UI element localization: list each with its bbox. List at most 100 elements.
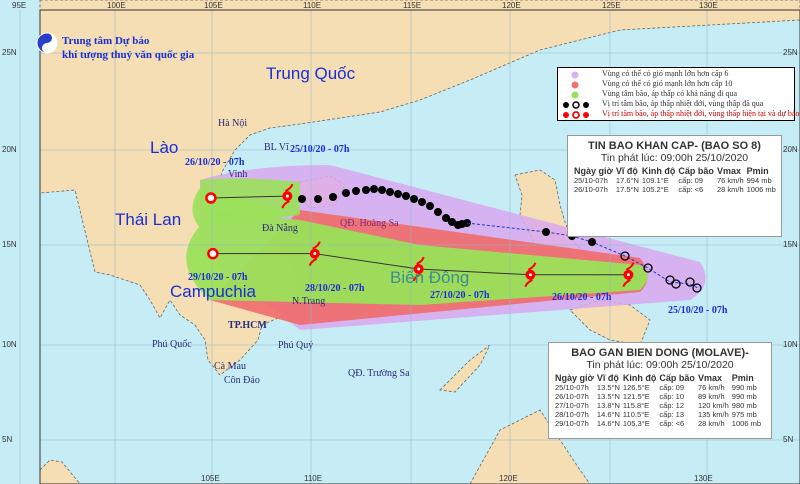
forecast-storm-icon <box>281 183 294 209</box>
axis-label-right: 5N <box>783 435 794 444</box>
col-header: Pmin <box>731 373 754 383</box>
past-position-dot <box>542 228 550 236</box>
bulletin-issued: Tin phát lúc: 09:00h 25/10/2020 <box>600 152 749 164</box>
past-position-dot <box>448 218 456 226</box>
place-phu-quy: Phú Quý <box>278 340 314 351</box>
date-saudel-now: 25/10/20 - 07h <box>290 144 350 155</box>
past-position-dot <box>418 198 426 206</box>
org-line1: Trung tâm Dự báo <box>62 35 150 47</box>
label-laos: Lào <box>150 138 179 157</box>
place-ca-mau: Cà Mau <box>214 361 246 372</box>
date-molave-f4: 29/10/20 - 07h <box>188 272 248 283</box>
land-malay <box>39 459 81 484</box>
legend-item-wind10: Vùng có thể có gió mạnh lớn hơn cấp 10 <box>602 79 733 88</box>
past-low-circle <box>620 251 630 261</box>
past-position-dot <box>588 238 596 246</box>
place-nha-trang: N.Trang <box>292 296 326 307</box>
table-row: 28/10-07h 14.6°N 110.5°E cấp: 13 135 km/h 975… <box>555 410 757 419</box>
forecast-low-icon <box>207 247 219 260</box>
table-row: 26/10-07h 13.5°N 121.5°E cấp: 10 89 km/h 990 … <box>555 392 757 401</box>
cone-center-path-molave <box>186 212 648 305</box>
place-hanoi: Hà Nội <box>218 118 248 129</box>
col-header: Cấp bão <box>659 373 695 383</box>
table-row: 26/10-07h 17.5°N 105.2°E cấp: <6 28 km/h 1006… <box>574 185 776 194</box>
axis-label-right: 20N <box>783 145 798 154</box>
axis-label-top: 110E <box>303 1 322 10</box>
bulletin-table: Ngày giờ Vĩ độ Kinh độ Cấp bão Vmax Pmin 25/1… <box>555 371 764 428</box>
past-position-dot <box>442 214 450 222</box>
axis-label-top: 100E <box>107 1 126 10</box>
axis-label-bottom: 110E <box>304 474 323 483</box>
molave-past-line <box>466 222 699 289</box>
axis-label-left: 25N <box>2 48 17 57</box>
past-low-circle <box>671 279 681 289</box>
past-position-dot <box>394 190 402 198</box>
axis-label-bottom: 105E <box>201 474 220 483</box>
forecast-low-icon <box>205 192 217 204</box>
date-molave-now: 25/10/20 - 07h <box>668 305 728 316</box>
col-header: Ngày giờ <box>555 373 594 383</box>
past-position-dot <box>426 202 434 210</box>
place-bach-long-vi: BL Vĩ <box>264 142 289 153</box>
label-bien-dong: Biển Đông <box>390 268 470 287</box>
past-position-dot <box>314 195 322 203</box>
past-position-dot <box>434 208 442 216</box>
col-header: Pmin <box>746 166 769 176</box>
bulletin-issued: Tin phát lúc: 09:00h 25/10/2020 <box>586 359 734 371</box>
axis-label-top: 120E <box>502 1 521 10</box>
axis-label-top: 115E <box>403 1 422 10</box>
land-palawan <box>439 344 491 393</box>
col-header: Ngày giờ <box>574 166 613 176</box>
nchmf-logo <box>36 32 58 59</box>
legend: Vùng có thể có gió mạnh lớn hơn cấp 6 Vù… <box>557 67 799 121</box>
past-position-dot <box>402 192 410 200</box>
axis-label-top: 105E <box>204 1 223 10</box>
axis-label-top: 125E <box>602 1 621 10</box>
axis-label-top: 130E <box>699 1 718 10</box>
label-thailand: Thái Lan <box>115 210 182 229</box>
legend-item-center-path: Vùng tâm bão, áp thấp có khả năng đi qua <box>602 89 738 98</box>
col-header: Vĩ độ <box>596 373 619 383</box>
past-track <box>298 185 702 293</box>
date-molave-f3: 28/10/20 - 07h <box>305 283 365 294</box>
forecast-storm-icon <box>412 256 425 282</box>
past-position-dot <box>386 188 394 196</box>
axis-label-left: 20N <box>2 145 17 154</box>
table-row: 29/10-07h 14.6°N 105.3°E cấp: <6 28 km/h 1006… <box>555 419 761 428</box>
past-position-dot <box>370 185 378 193</box>
legend-item-wind6: Vùng có thể có gió mạnh lớn hơn cấp 6 <box>602 69 729 78</box>
past-position-dot <box>378 186 386 194</box>
risk-cones <box>186 165 706 330</box>
bulletin-title: TIN BAO KHAN CAP- (BAO SO 8) <box>588 140 761 152</box>
place-hcm: TP.HCM <box>228 320 267 331</box>
date-saudel-f1: 26/10/20 - 07h <box>185 157 245 168</box>
forecast-storm-icon <box>622 262 635 288</box>
bulletin-title: BAO GAN BIEN DONG (MOLAVE)- <box>571 347 749 359</box>
org-line2: khí tượng thuỷ văn quốc gia <box>62 49 195 61</box>
axis-label-bottom: 120E <box>499 474 518 483</box>
past-low-circle <box>685 277 695 287</box>
axis-label-top: 95E <box>12 1 27 10</box>
saudel-forecast-line <box>210 195 288 199</box>
axis-label-bottom: 130E <box>694 474 713 483</box>
col-header: Cấp bão <box>678 166 714 176</box>
legend-item-past: Vị trí tâm bão, áp thấp nhiệt đới, vùng … <box>602 99 764 108</box>
past-low-circle <box>692 283 702 293</box>
past-position-dot <box>342 189 350 197</box>
place-truong-sa: QĐ. Trường Sa <box>348 368 410 379</box>
col-header: Kinh độ <box>622 373 657 383</box>
axis-label-right: 10N <box>783 340 798 349</box>
label-china: Trung Quốc <box>266 64 356 83</box>
place-da-nang: Đà Nẵng <box>262 223 298 234</box>
forecast-storm-icon <box>524 262 537 288</box>
axis-label-left: 15N <box>2 240 17 249</box>
past-position-dot <box>410 195 418 203</box>
past-position-dot <box>362 186 370 194</box>
past-position-dot <box>298 195 306 203</box>
axis-label-left: 5N <box>2 435 13 444</box>
axis-label-left: 10N <box>2 340 17 349</box>
date-molave-f1: 26/10/20 - 07h <box>552 292 612 303</box>
bulletin-table: Ngày giờ Vĩ độ Kinh độ Cấp bão Vmax Pmin 25/1… <box>574 164 779 194</box>
bulletin-saudel: TIN BAO KHAN CAP- (BAO SO 8) Tin phát lú… <box>567 135 782 237</box>
